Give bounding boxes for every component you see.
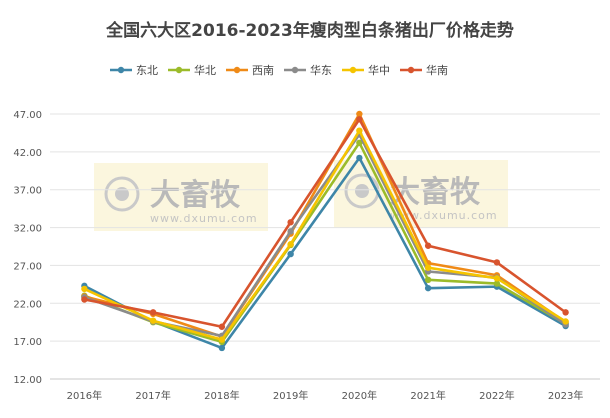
data-point bbox=[218, 344, 226, 352]
legend-label: 东北 bbox=[136, 64, 158, 77]
legend-label: 华东 bbox=[310, 63, 332, 77]
data-point bbox=[149, 309, 157, 316]
series-5 bbox=[81, 116, 569, 330]
data-point bbox=[287, 241, 294, 248]
data-point bbox=[356, 139, 363, 146]
x-tick-label: 2018年 bbox=[204, 389, 239, 402]
y-tick-label: 37.00 bbox=[13, 186, 42, 197]
legend-swatch-marker bbox=[233, 66, 241, 74]
data-point bbox=[356, 116, 363, 123]
chart-title: 全国六大区2016-2023年瘦肉型白条猪出厂价格走势 bbox=[105, 20, 514, 41]
data-point bbox=[149, 317, 157, 324]
series-lines bbox=[81, 110, 569, 352]
legend-item: 华南 bbox=[400, 63, 448, 77]
y-tick-label: 22.00 bbox=[13, 299, 42, 310]
data-point bbox=[562, 318, 569, 325]
y-axis: 12.00 17.00 22.00 27.00 32.00 37.00 42.00 47.00 bbox=[13, 110, 42, 386]
legend: 东北 华北 西南 华东 华中 华南 bbox=[110, 63, 448, 77]
legend-label: 华南 bbox=[426, 63, 448, 77]
data-point bbox=[356, 127, 363, 134]
data-point bbox=[287, 228, 294, 235]
x-tick-label: 2016年 bbox=[67, 389, 102, 402]
watermark-domain: www.dxumu.com bbox=[150, 212, 258, 225]
data-point bbox=[493, 259, 501, 266]
y-tick-label: 32.00 bbox=[13, 224, 42, 235]
watermark-right: 大畜牧 www.dxumu.com bbox=[334, 160, 508, 228]
watermarks: 大畜牧 www.dxumu.com 大畜牧 www.dxumu.com bbox=[94, 160, 508, 231]
legend-swatch-marker bbox=[175, 66, 183, 74]
x-tick-label: 2023年 bbox=[548, 389, 583, 402]
data-point bbox=[424, 276, 432, 284]
x-tick-label: 2020年 bbox=[342, 389, 377, 402]
legend-item: 华中 bbox=[342, 63, 390, 77]
x-tick-label: 2017年 bbox=[135, 389, 170, 402]
legend-label: 华北 bbox=[194, 63, 216, 77]
data-point bbox=[356, 110, 363, 118]
legend-item: 东北 bbox=[110, 64, 158, 77]
data-point bbox=[218, 336, 226, 343]
gridlines bbox=[50, 113, 600, 380]
legend-label: 华中 bbox=[368, 63, 390, 77]
legend-label: 西南 bbox=[252, 64, 274, 77]
watermark-brand: 大畜牧 bbox=[390, 175, 481, 210]
watermark-left: 大畜牧 www.dxumu.com bbox=[94, 163, 268, 231]
data-point bbox=[424, 284, 432, 292]
data-point bbox=[493, 280, 501, 287]
data-point bbox=[81, 285, 88, 293]
x-tick-label: 2019年 bbox=[273, 389, 308, 402]
series-line bbox=[84, 112, 567, 338]
legend-item: 华北 bbox=[168, 63, 216, 77]
legend-item: 西南 bbox=[226, 64, 274, 77]
data-point bbox=[81, 296, 88, 303]
data-point bbox=[424, 242, 432, 249]
data-point bbox=[218, 323, 226, 330]
series-line bbox=[83, 129, 567, 341]
legend-item: 华东 bbox=[284, 63, 332, 77]
legend-swatch-marker bbox=[291, 66, 299, 74]
y-tick-label: 47.00 bbox=[13, 110, 42, 121]
data-point bbox=[287, 250, 294, 258]
series-line bbox=[84, 118, 567, 329]
y-tick-label: 42.00 bbox=[13, 148, 42, 159]
series-line bbox=[83, 141, 567, 344]
legend-swatch-marker bbox=[117, 66, 125, 74]
data-point bbox=[562, 309, 569, 316]
data-point bbox=[424, 264, 432, 271]
legend-swatch-marker bbox=[407, 66, 415, 74]
x-tick-label: 2021年 bbox=[410, 389, 445, 402]
x-tick-label: 2022年 bbox=[479, 389, 514, 402]
data-point bbox=[287, 219, 294, 226]
data-point bbox=[493, 275, 501, 282]
data-point bbox=[356, 154, 363, 162]
watermark-domain: www.dxumu.com bbox=[390, 209, 498, 222]
series-4 bbox=[81, 127, 569, 343]
watermark-brand: 大畜牧 bbox=[150, 178, 241, 213]
legend-swatch-marker bbox=[349, 66, 357, 74]
x-axis: 2016年 2017年 2018年 2019年 2020年 2021年 2022年 2023年 bbox=[67, 389, 584, 402]
y-tick-label: 17.00 bbox=[13, 337, 42, 348]
y-tick-label: 27.00 bbox=[13, 261, 42, 272]
y-tick-label: 12.00 bbox=[13, 375, 42, 386]
